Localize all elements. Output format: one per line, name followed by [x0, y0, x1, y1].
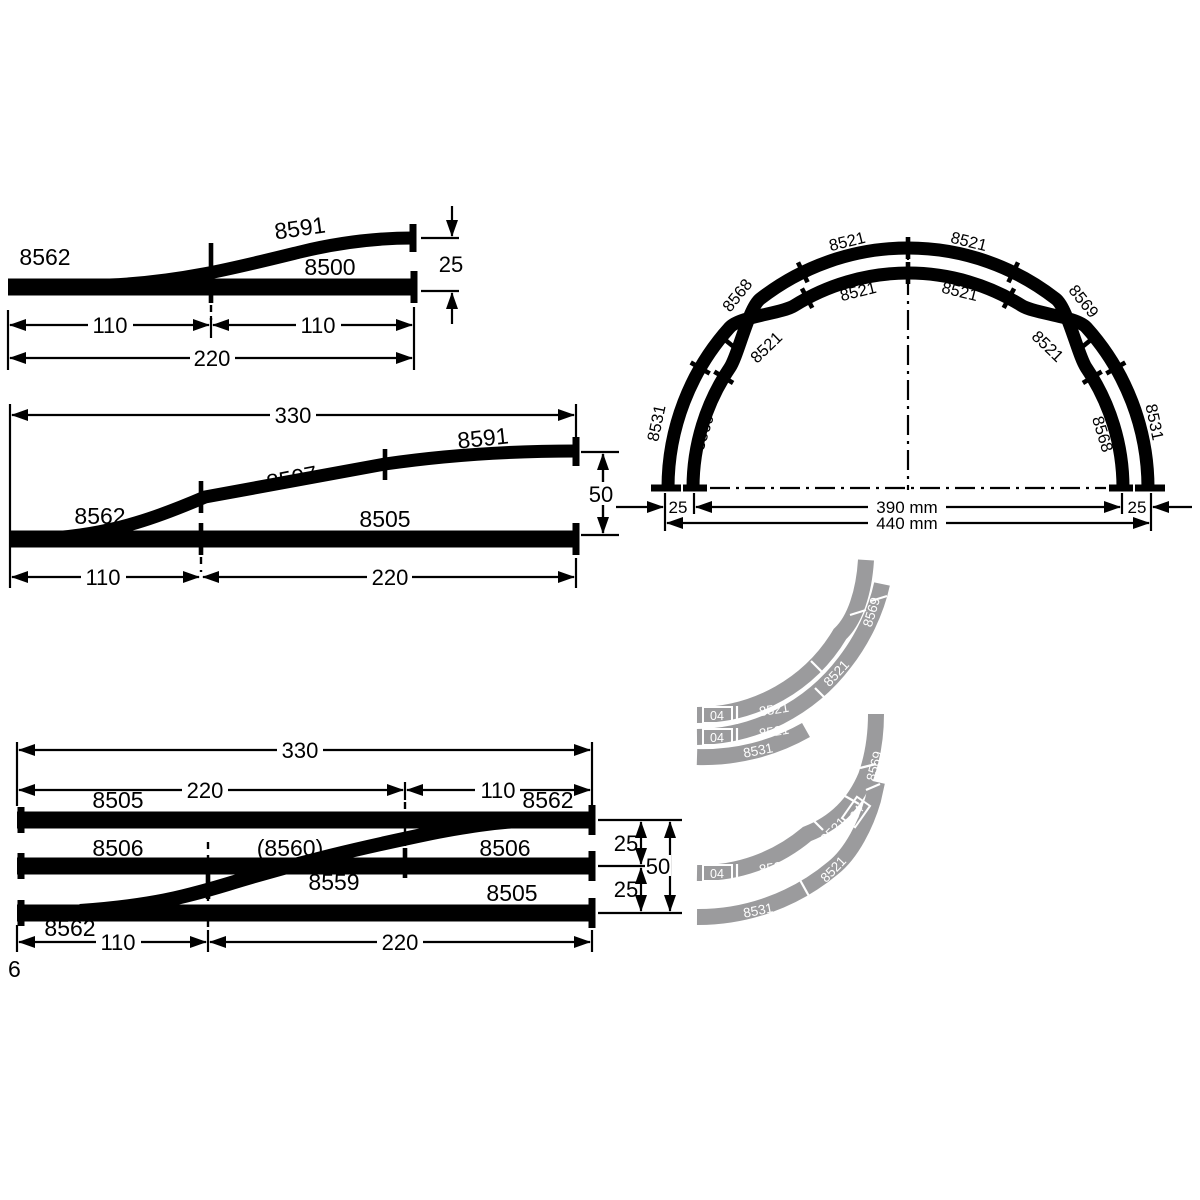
diagram-turnout-small: 8562 8591 8500 25 110 110 220: [6, 206, 463, 371]
arc-joint-ticks: [689, 237, 1127, 385]
label-8506: 8506: [479, 835, 530, 861]
dim-220: 220: [194, 346, 231, 371]
track-8507-8591-branch: [49, 444, 577, 545]
diagram-crossover: 330 220 110 8505 8562 8506 (8560) 8506 8…: [15, 738, 682, 955]
label-8521: 8521: [758, 722, 790, 742]
dim-50: 50: [646, 854, 670, 879]
dim-label-bg: [190, 346, 235, 369]
gray-joint-seams: [735, 762, 881, 899]
label-8560: (8560): [257, 835, 323, 861]
gray-04-box: [702, 864, 733, 882]
dim-110: 110: [480, 778, 515, 803]
dim-25: 25: [1128, 498, 1147, 517]
gray-04-box: [702, 706, 733, 724]
dim-label-bg: [270, 403, 316, 426]
dim-label-bg: [277, 738, 323, 761]
dim-220: 220: [382, 930, 419, 955]
label-8521: 8521: [758, 700, 790, 720]
gray-track-04-8521-8569: [696, 582, 890, 745]
label-8531: 8531: [644, 403, 669, 443]
dim-330: 330: [275, 403, 312, 428]
track-8559-diagonal: [79, 812, 546, 918]
dim-label-bg: [868, 498, 946, 515]
dim-390mm: 390 mm: [876, 498, 937, 517]
page-number: 6: [8, 956, 21, 982]
diagram-semicircle: 8521 8521 8521 8521 8568 8521 8569 8521 …: [616, 229, 1192, 533]
gray-track-04-8521-8521-04-8569: [696, 713, 884, 882]
label-8521: 8521: [758, 858, 790, 878]
label-8505: 8505: [486, 880, 537, 906]
label-04: 04: [847, 803, 866, 822]
dim-label-bg: [585, 482, 619, 505]
label-8505: 8505: [92, 787, 143, 813]
dim-25: 25: [669, 498, 688, 517]
gray-layout-lower: 04 8521 8521 04 8569 8521 8531: [696, 713, 886, 926]
dim-25: 25: [614, 877, 638, 902]
gray-track-8531: [696, 722, 810, 766]
label-8562: 8562: [74, 503, 125, 529]
dim-label-bg: [81, 565, 126, 588]
dim-110: 110: [85, 565, 120, 590]
label-04: 04: [710, 867, 724, 881]
dim-25: 25: [614, 831, 638, 856]
dim-110: 110: [92, 313, 127, 338]
label-8562: 8562: [19, 244, 70, 270]
dim-label-bg: [96, 930, 141, 953]
dim-220: 220: [372, 565, 409, 590]
gray-04-box: [702, 728, 733, 746]
label-8591: 8591: [456, 422, 510, 453]
dim-110: 110: [300, 313, 335, 338]
label-8591: 8591: [273, 212, 327, 245]
dim-label-bg: [296, 313, 341, 336]
gray-track-8531-8521: [696, 780, 885, 926]
dim-label-bg: [377, 930, 423, 953]
label-8521: 8521: [1028, 327, 1067, 365]
track-8591-branch: [109, 231, 414, 292]
label-8562: 8562: [44, 915, 95, 941]
label-04: 04: [710, 731, 724, 745]
gray-track-04-8521-8521-8569: [696, 559, 874, 724]
label-8521: 8521: [747, 328, 786, 366]
diagram-turnout-long: 330 8562 8507 8591 8505 50 110 220: [8, 403, 619, 590]
dim-110: 110: [100, 930, 135, 955]
label-8506: 8506: [92, 835, 143, 861]
dim-label-bg: [88, 313, 133, 336]
label-04: 04: [710, 709, 724, 723]
dim-50: 50: [589, 482, 613, 507]
dim-label-bg: [645, 855, 671, 876]
label-8569: 8569: [690, 412, 718, 452]
label-8531: 8531: [742, 900, 774, 920]
label-8500: 8500: [304, 254, 355, 280]
dim-220: 220: [187, 778, 224, 803]
dim-330: 330: [282, 738, 319, 763]
dim-25: 25: [439, 252, 463, 277]
dim-label-bg: [868, 515, 946, 531]
label-8531: 8531: [742, 740, 774, 760]
dim-label-bg: [182, 778, 228, 801]
dim-label-bg: [367, 565, 412, 588]
gray-layout-upper: 04 8521 8521 8569 04 8521 8569 8531: [696, 559, 890, 766]
gray-joint-seams: [735, 594, 888, 746]
dim-440mm: 440 mm: [876, 514, 937, 533]
dim-label-bg: [475, 778, 520, 801]
gray-04-box-rotated: 04: [840, 795, 872, 829]
label-8559: 8559: [308, 869, 359, 895]
label-8507: 8507: [264, 460, 319, 495]
label-8505: 8505: [359, 506, 410, 532]
label-8562: 8562: [522, 787, 573, 813]
